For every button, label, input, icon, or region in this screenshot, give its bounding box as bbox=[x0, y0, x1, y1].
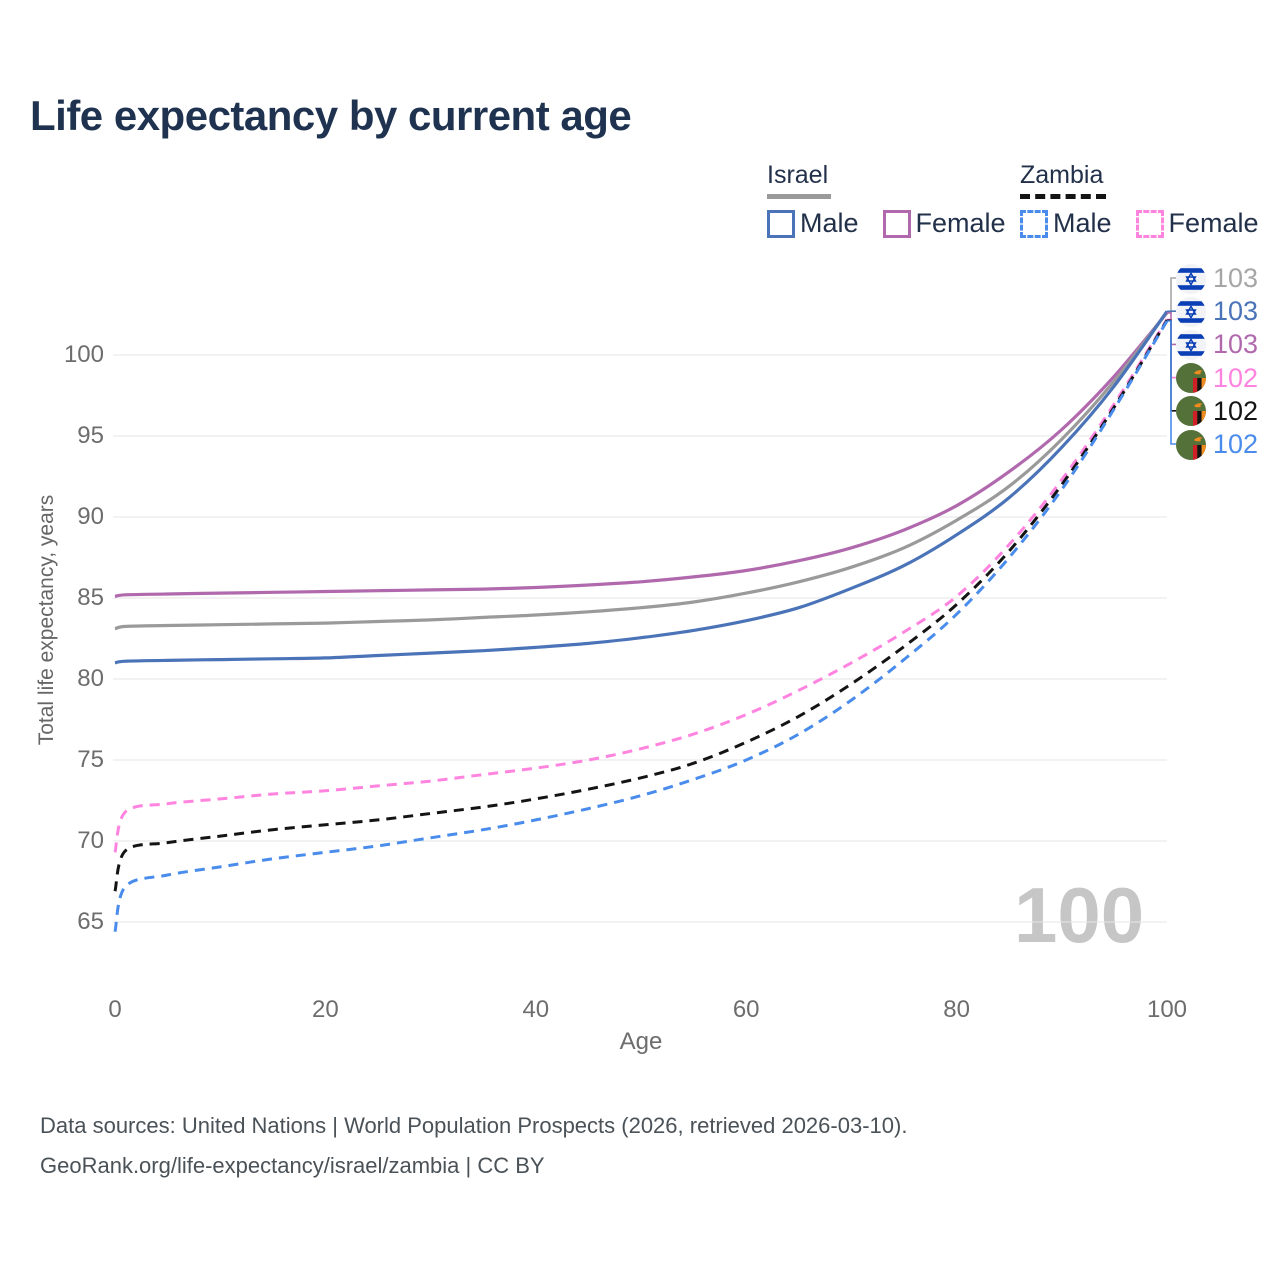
legend-item-zambia-male[interactable]: Male bbox=[1020, 208, 1112, 239]
israel-flag-icon bbox=[1176, 329, 1206, 360]
page-title: Life expectancy by current age bbox=[30, 92, 632, 139]
israel-flag-icon bbox=[1176, 296, 1206, 327]
israel-male-swatch-icon bbox=[767, 209, 795, 238]
zambia-female-swatch-icon bbox=[1135, 209, 1164, 238]
y-tick-label: 70 bbox=[77, 827, 104, 854]
end-value-label: 103 bbox=[1213, 263, 1259, 293]
legend-item-label: Male bbox=[1053, 208, 1112, 238]
x-tick-label: 40 bbox=[522, 996, 550, 1023]
legend-item-israel-female[interactable]: Female bbox=[882, 208, 1006, 239]
zambia-male-swatch-icon bbox=[1020, 209, 1048, 238]
end-value-label: 102 bbox=[1213, 362, 1259, 393]
x-tick-label: 60 bbox=[732, 996, 760, 1023]
legend-item-label: Female bbox=[915, 208, 1006, 238]
legend-item-label: Female bbox=[1168, 208, 1259, 238]
y-tick-label: 95 bbox=[77, 422, 104, 449]
legend-group-israel: Israel Male Female bbox=[767, 161, 1030, 239]
end-label-connector bbox=[1167, 277, 1176, 313]
legend-title-zambia[interactable]: Zambia bbox=[1020, 161, 1280, 199]
end-value-row-zambia-female: 102 bbox=[1176, 363, 1258, 394]
israel-flag-icon bbox=[1176, 263, 1206, 294]
end-value-row-israel-male: 103 bbox=[1176, 296, 1258, 327]
zambia-flag-icon bbox=[1176, 396, 1206, 427]
y-tick-label: 90 bbox=[77, 503, 104, 530]
zambia-flag-icon bbox=[1176, 429, 1206, 460]
legend-title-israel-label: Israel bbox=[767, 161, 829, 189]
end-value-row-zambia-male: 102 bbox=[1176, 429, 1258, 460]
footer-sources-line: Data sources: United Nations | World Pop… bbox=[40, 1113, 908, 1138]
end-value-label: 102 bbox=[1213, 429, 1259, 459]
series-line-israel-female bbox=[114, 311, 1169, 598]
legend-item-israel-male[interactable]: Male bbox=[767, 208, 859, 239]
end-value-label: 102 bbox=[1213, 395, 1259, 426]
legend-item-zambia-female[interactable]: Female bbox=[1135, 208, 1259, 239]
x-tick-label: 80 bbox=[943, 996, 970, 1023]
end-value-label: 103 bbox=[1213, 296, 1259, 327]
footer-link-line: GeoRank.org/life-expectancy/israel/zambi… bbox=[40, 1153, 545, 1178]
series-line-israel-combined bbox=[114, 311, 1169, 631]
y-axis-title: Total life expectancy, years bbox=[35, 494, 58, 746]
end-label-connector bbox=[1167, 320, 1176, 445]
series-line-zambia-combined bbox=[113, 319, 1169, 892]
legend-title-zambia-label: Zambia bbox=[1020, 161, 1104, 189]
year-watermark: 100 bbox=[1014, 871, 1145, 959]
series-line-zambia-female bbox=[113, 318, 1169, 853]
x-axis-title: Age bbox=[619, 1028, 663, 1055]
end-value-row-israel-combined: 103 bbox=[1176, 263, 1258, 294]
x-tick-label: 100 bbox=[1146, 996, 1188, 1023]
y-tick-label: 100 bbox=[63, 341, 104, 368]
end-value-row-zambia-combined: 102 bbox=[1176, 396, 1258, 427]
data-source-footer: Data sources: United Nations | World Pop… bbox=[40, 1106, 907, 1186]
end-value-row-israel-female: 103 bbox=[1176, 329, 1258, 360]
y-tick-label: 85 bbox=[77, 584, 104, 611]
x-tick-label: 0 bbox=[108, 996, 122, 1023]
series-line-zambia-male bbox=[113, 320, 1169, 933]
end-value-label: 103 bbox=[1213, 329, 1259, 360]
zambia-flag-icon bbox=[1176, 363, 1206, 394]
zambia-line-style-icon bbox=[1020, 194, 1106, 199]
x-tick-label: 20 bbox=[312, 996, 339, 1023]
legend-title-israel[interactable]: Israel bbox=[767, 161, 1030, 199]
y-tick-label: 65 bbox=[77, 908, 104, 935]
israel-line-style-icon bbox=[767, 194, 831, 199]
legend-group-zambia: Zambia Male Female bbox=[1020, 161, 1280, 239]
series-line-israel-male bbox=[114, 310, 1169, 665]
y-tick-label: 80 bbox=[77, 665, 104, 692]
israel-female-swatch-icon bbox=[882, 209, 911, 238]
y-tick-label: 75 bbox=[77, 746, 104, 773]
legend-item-label: Male bbox=[800, 208, 859, 238]
